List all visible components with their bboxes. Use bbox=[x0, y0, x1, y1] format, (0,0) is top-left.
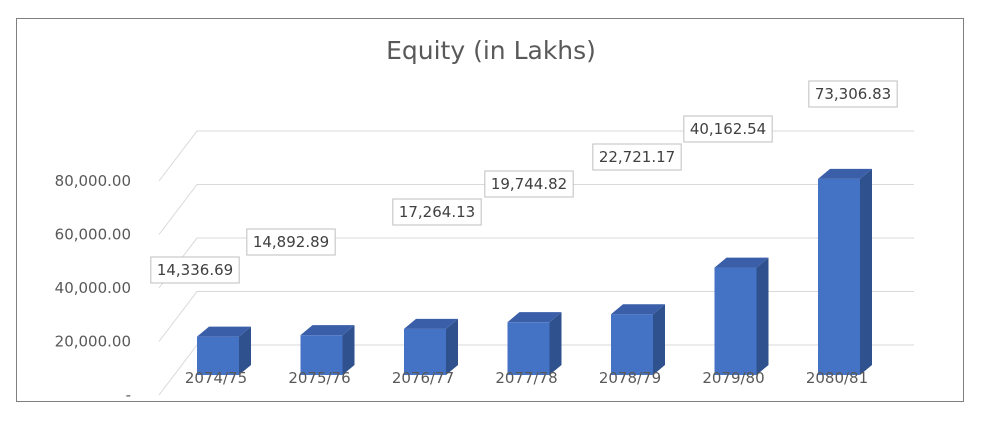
data-label-text: 14,892.89 bbox=[253, 233, 329, 251]
data-label-box bbox=[150, 256, 240, 284]
data-label-text: 22,721.17 bbox=[599, 148, 675, 166]
bar-top bbox=[300, 325, 355, 336]
gridline bbox=[158, 184, 914, 235]
bar-side bbox=[446, 318, 458, 375]
bar-side bbox=[860, 168, 872, 375]
bar-top bbox=[197, 326, 251, 337]
gridline bbox=[158, 291, 914, 342]
data-label-box bbox=[683, 115, 773, 143]
bar-side bbox=[239, 326, 251, 375]
x-tick-label: 2074/75 bbox=[185, 369, 247, 387]
bar-front bbox=[818, 178, 860, 375]
data-label-text: 19,744.82 bbox=[491, 175, 567, 193]
data-label: 22,721.17 bbox=[592, 143, 682, 171]
data-label: 40,162.54 bbox=[683, 115, 773, 143]
data-label: 73,306.83 bbox=[808, 80, 898, 108]
y-tick-label: 20,000.00 bbox=[55, 333, 131, 351]
bars bbox=[197, 168, 872, 375]
gridline bbox=[158, 130, 914, 182]
bar-front bbox=[300, 335, 343, 375]
y-tick-label: 60,000.00 bbox=[55, 226, 131, 244]
y-tick-label: - bbox=[126, 386, 131, 403]
bar-front bbox=[611, 314, 653, 375]
data-label-box bbox=[246, 228, 336, 256]
data-label: 14,336.69 bbox=[150, 256, 240, 284]
data-labels: 14,336.69 14,892.89 17,264.13 19,744.82 22,7… bbox=[150, 80, 898, 284]
bar-side bbox=[756, 257, 769, 375]
bar-front bbox=[404, 328, 446, 375]
data-label-box bbox=[392, 198, 482, 226]
x-tick-label: 2075/76 bbox=[288, 369, 350, 387]
bar-top bbox=[611, 304, 665, 315]
y-axis-tick-labels: - 20,000.00 40,000.00 60,000.00 80,000.00 bbox=[55, 172, 131, 403]
bar-side bbox=[549, 312, 562, 375]
bar-front bbox=[197, 336, 239, 375]
bar-side bbox=[342, 325, 355, 375]
bar-side bbox=[653, 304, 665, 375]
x-tick-label: 2076/77 bbox=[392, 369, 454, 387]
chart-title: Equity (in Lakhs) bbox=[386, 36, 596, 65]
data-label: 19,744.82 bbox=[484, 170, 574, 198]
x-axis-tick-labels: 2074/75 2075/76 2076/77 2077/78 2078/79 2079/… bbox=[185, 369, 868, 387]
x-tick-label: 2078/79 bbox=[599, 369, 661, 387]
data-label-text: 14,336.69 bbox=[157, 261, 233, 279]
data-label-text: 17,264.13 bbox=[399, 203, 475, 221]
data-label-text: 40,162.54 bbox=[690, 120, 766, 138]
data-label-box bbox=[484, 170, 574, 198]
data-label-box bbox=[592, 143, 682, 171]
bar-top bbox=[507, 312, 562, 323]
y-tick-label: 40,000.00 bbox=[55, 279, 131, 297]
data-label-box bbox=[808, 80, 898, 108]
bar-top bbox=[404, 318, 458, 329]
data-label-text: 73,306.83 bbox=[815, 85, 891, 103]
data-label: 14,892.89 bbox=[246, 228, 336, 256]
equity-chart: Equity (in Lakhs) - 20,000.00 40,000.00 60,… bbox=[16, 18, 964, 403]
chart-canvas: Equity (in Lakhs) - 20,000.00 40,000.00 60,… bbox=[55, 36, 914, 403]
data-label: 17,264.13 bbox=[392, 198, 482, 226]
bar-top bbox=[818, 168, 872, 179]
x-tick-label: 2079/80 bbox=[702, 369, 764, 387]
bar-top bbox=[714, 257, 769, 268]
bar-front bbox=[507, 322, 550, 375]
x-tick-label: 2077/78 bbox=[495, 369, 557, 387]
x-tick-label: 2080/81 bbox=[806, 369, 868, 387]
y-tick-label: 80,000.00 bbox=[55, 172, 131, 190]
bar-front bbox=[714, 267, 757, 375]
